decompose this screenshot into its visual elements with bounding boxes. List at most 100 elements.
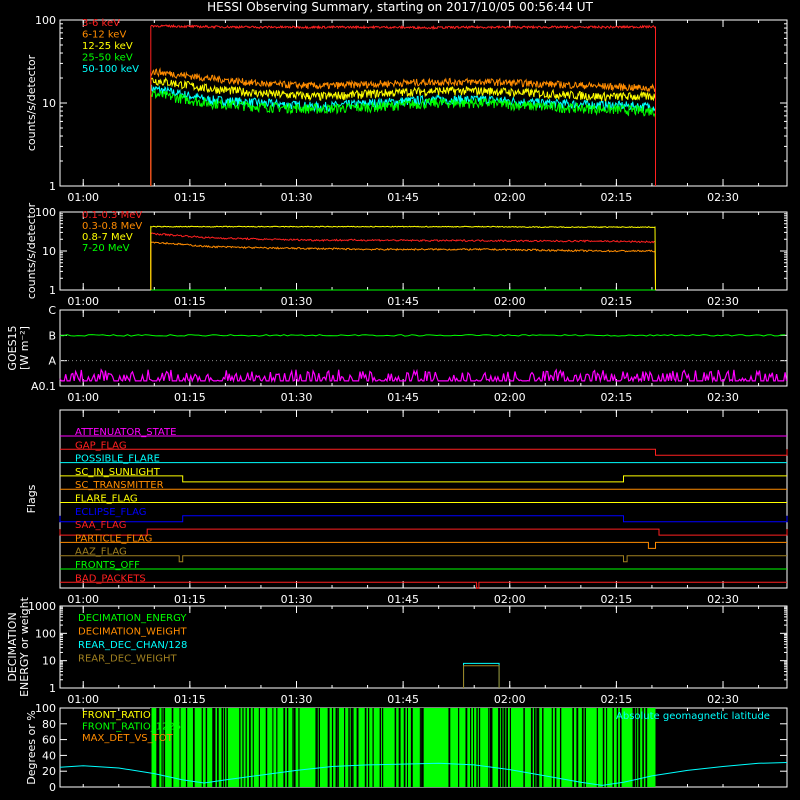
series-line [150, 23, 656, 186]
x-tick-label: 01:30 [281, 391, 313, 404]
series-line [59, 368, 788, 384]
legend-entry: 6-12 keV [82, 30, 126, 41]
x-tick-label: 02:30 [707, 191, 739, 204]
x-tick-label: 01:15 [174, 593, 206, 606]
x-tick-label: 01:45 [387, 593, 419, 606]
x-tick-label: 02:30 [707, 593, 739, 606]
x-tick-label: 02:30 [707, 295, 739, 308]
x-tick-label: 01:45 [387, 191, 419, 204]
y-axis-label: DECIMATION [6, 612, 19, 681]
flag-label: PARTICLE_FLAG [75, 533, 152, 544]
y-axis-label: GOES15 [6, 325, 19, 370]
flag-line [60, 448, 788, 456]
series-line [150, 241, 656, 291]
x-tick-label: 02:00 [494, 593, 526, 606]
y-tick-label: B [48, 329, 56, 342]
flag-label: POSSIBLE_FLARE [75, 454, 160, 465]
x-tick-label: 01:15 [174, 295, 206, 308]
y-tick-label: 10 [42, 245, 56, 258]
x-tick-label: 02:15 [601, 295, 633, 308]
legend-entry: 25-50 keV [82, 53, 133, 64]
panel-frame [59, 211, 788, 291]
x-tick-label: 01:15 [174, 693, 206, 706]
flag-line [59, 515, 788, 523]
x-tick-label: 01:30 [281, 191, 313, 204]
y-axis-label-2: ENERGY or weight [18, 596, 31, 696]
y-axis-label-2: [W m⁻²] [18, 326, 31, 370]
x-tick-label: 02:15 [601, 191, 633, 204]
panel-frame [59, 605, 788, 689]
x-tick-label: 02:00 [494, 693, 526, 706]
y-tick-label: C [48, 304, 56, 317]
y-tick-label: 100 [35, 14, 56, 27]
x-tick-label: 01:00 [67, 191, 99, 204]
flag-label: SC_IN_SUNLIGHT [75, 467, 161, 478]
series-line [150, 231, 656, 291]
x-tick-label: 01:45 [387, 391, 419, 404]
legend-entry: FRONT_RATIO_1225 [82, 722, 181, 733]
y-tick-label: 60 [42, 734, 56, 747]
y-tick-label: 10 [42, 655, 56, 668]
legend-entry: Absolute geomagnetic latitude [616, 711, 770, 722]
series-line [150, 84, 656, 186]
legend-entry: REAR_DEC_WEIGHT [78, 654, 177, 665]
flag-label: FRONTS_OFF [75, 560, 140, 571]
y-axis-label: Flags [25, 484, 38, 513]
legend-entry: MAX_DET_VS_TOT [82, 733, 174, 744]
x-tick-label: 02:15 [601, 391, 633, 404]
flag-label: ECLIPSE_FLAG [75, 507, 146, 518]
panel-lo: 01:00 01:15 01:30 01:45 02:00 02:15 02:30 1 10 10… [25, 14, 788, 204]
legend-entry: 0.8-7 MeV [82, 232, 133, 243]
y-tick-label: 1 [49, 284, 56, 297]
series-line [150, 225, 656, 291]
x-tick-label: 01:00 [67, 295, 99, 308]
x-tick-label: 02:00 [494, 391, 526, 404]
series-line [150, 67, 656, 186]
series-line [150, 88, 656, 186]
x-tick-label: 01:30 [281, 693, 313, 706]
legend-entry: 12-25 keV [82, 41, 133, 52]
flag-line [60, 541, 787, 549]
legend-entry: 50-100 keV [82, 64, 139, 75]
x-tick-label: 01:15 [174, 391, 206, 404]
chart-title: HESSI Observing Summary, starting on 201… [207, 0, 593, 14]
series-fill [150, 708, 656, 787]
y-tick-label: 80 [42, 718, 56, 731]
series-line [59, 333, 786, 337]
flag-label: SAA_FLAG [75, 520, 126, 531]
y-tick-label: 40 [42, 749, 56, 762]
y-tick-label: 1 [49, 682, 56, 695]
flag-label: FLARE_FLAG [75, 494, 138, 505]
panel-flags: 01:00 01:15 01:30 01:45 02:00 02:15 02:30 Flags… [25, 409, 788, 606]
x-tick-label: 01:30 [281, 295, 313, 308]
y-tick-label: 100 [35, 206, 56, 219]
legend-entry: DECIMATION_WEIGHT [78, 627, 187, 638]
legend-entry: 3-6 keV [82, 18, 120, 29]
y-axis-label: counts/s/detector [25, 202, 38, 299]
y-tick-label: 10 [42, 97, 56, 110]
x-tick-label: 02:30 [707, 391, 739, 404]
x-tick-label: 01:00 [67, 391, 99, 404]
flag-label: SC_TRANSMITTER [75, 480, 164, 491]
legend-entry: REAR_DEC_CHAN/128 [78, 640, 187, 651]
panel-hi: 01:00 01:15 01:30 01:45 02:00 02:15 02:30 1 10 10… [25, 202, 788, 308]
flag-line [59, 528, 788, 536]
y-tick-label: 100 [35, 702, 56, 715]
x-tick-label: 01:15 [174, 191, 206, 204]
x-tick-label: 02:15 [601, 693, 633, 706]
series-line [463, 662, 500, 688]
legend-entry: 0.1-0.3 MeV [82, 210, 142, 221]
panel-frame [59, 409, 788, 589]
panel-goes: 01:00 01:15 01:30 01:45 02:00 02:15 02:30 A0.1 A… [6, 304, 788, 404]
y-tick-label: 20 [42, 765, 56, 778]
x-tick-label: 01:00 [67, 693, 99, 706]
y-tick-label: 0 [49, 781, 56, 794]
legend-entry: 0.3-0.8 MeV [82, 221, 142, 232]
flag-label: GAP_FLAG [75, 440, 127, 451]
legend-entry: 7-20 MeV [82, 243, 130, 254]
flag-line [60, 581, 787, 589]
y-tick-label: A0.1 [31, 380, 56, 393]
x-tick-label: 01:45 [387, 295, 419, 308]
